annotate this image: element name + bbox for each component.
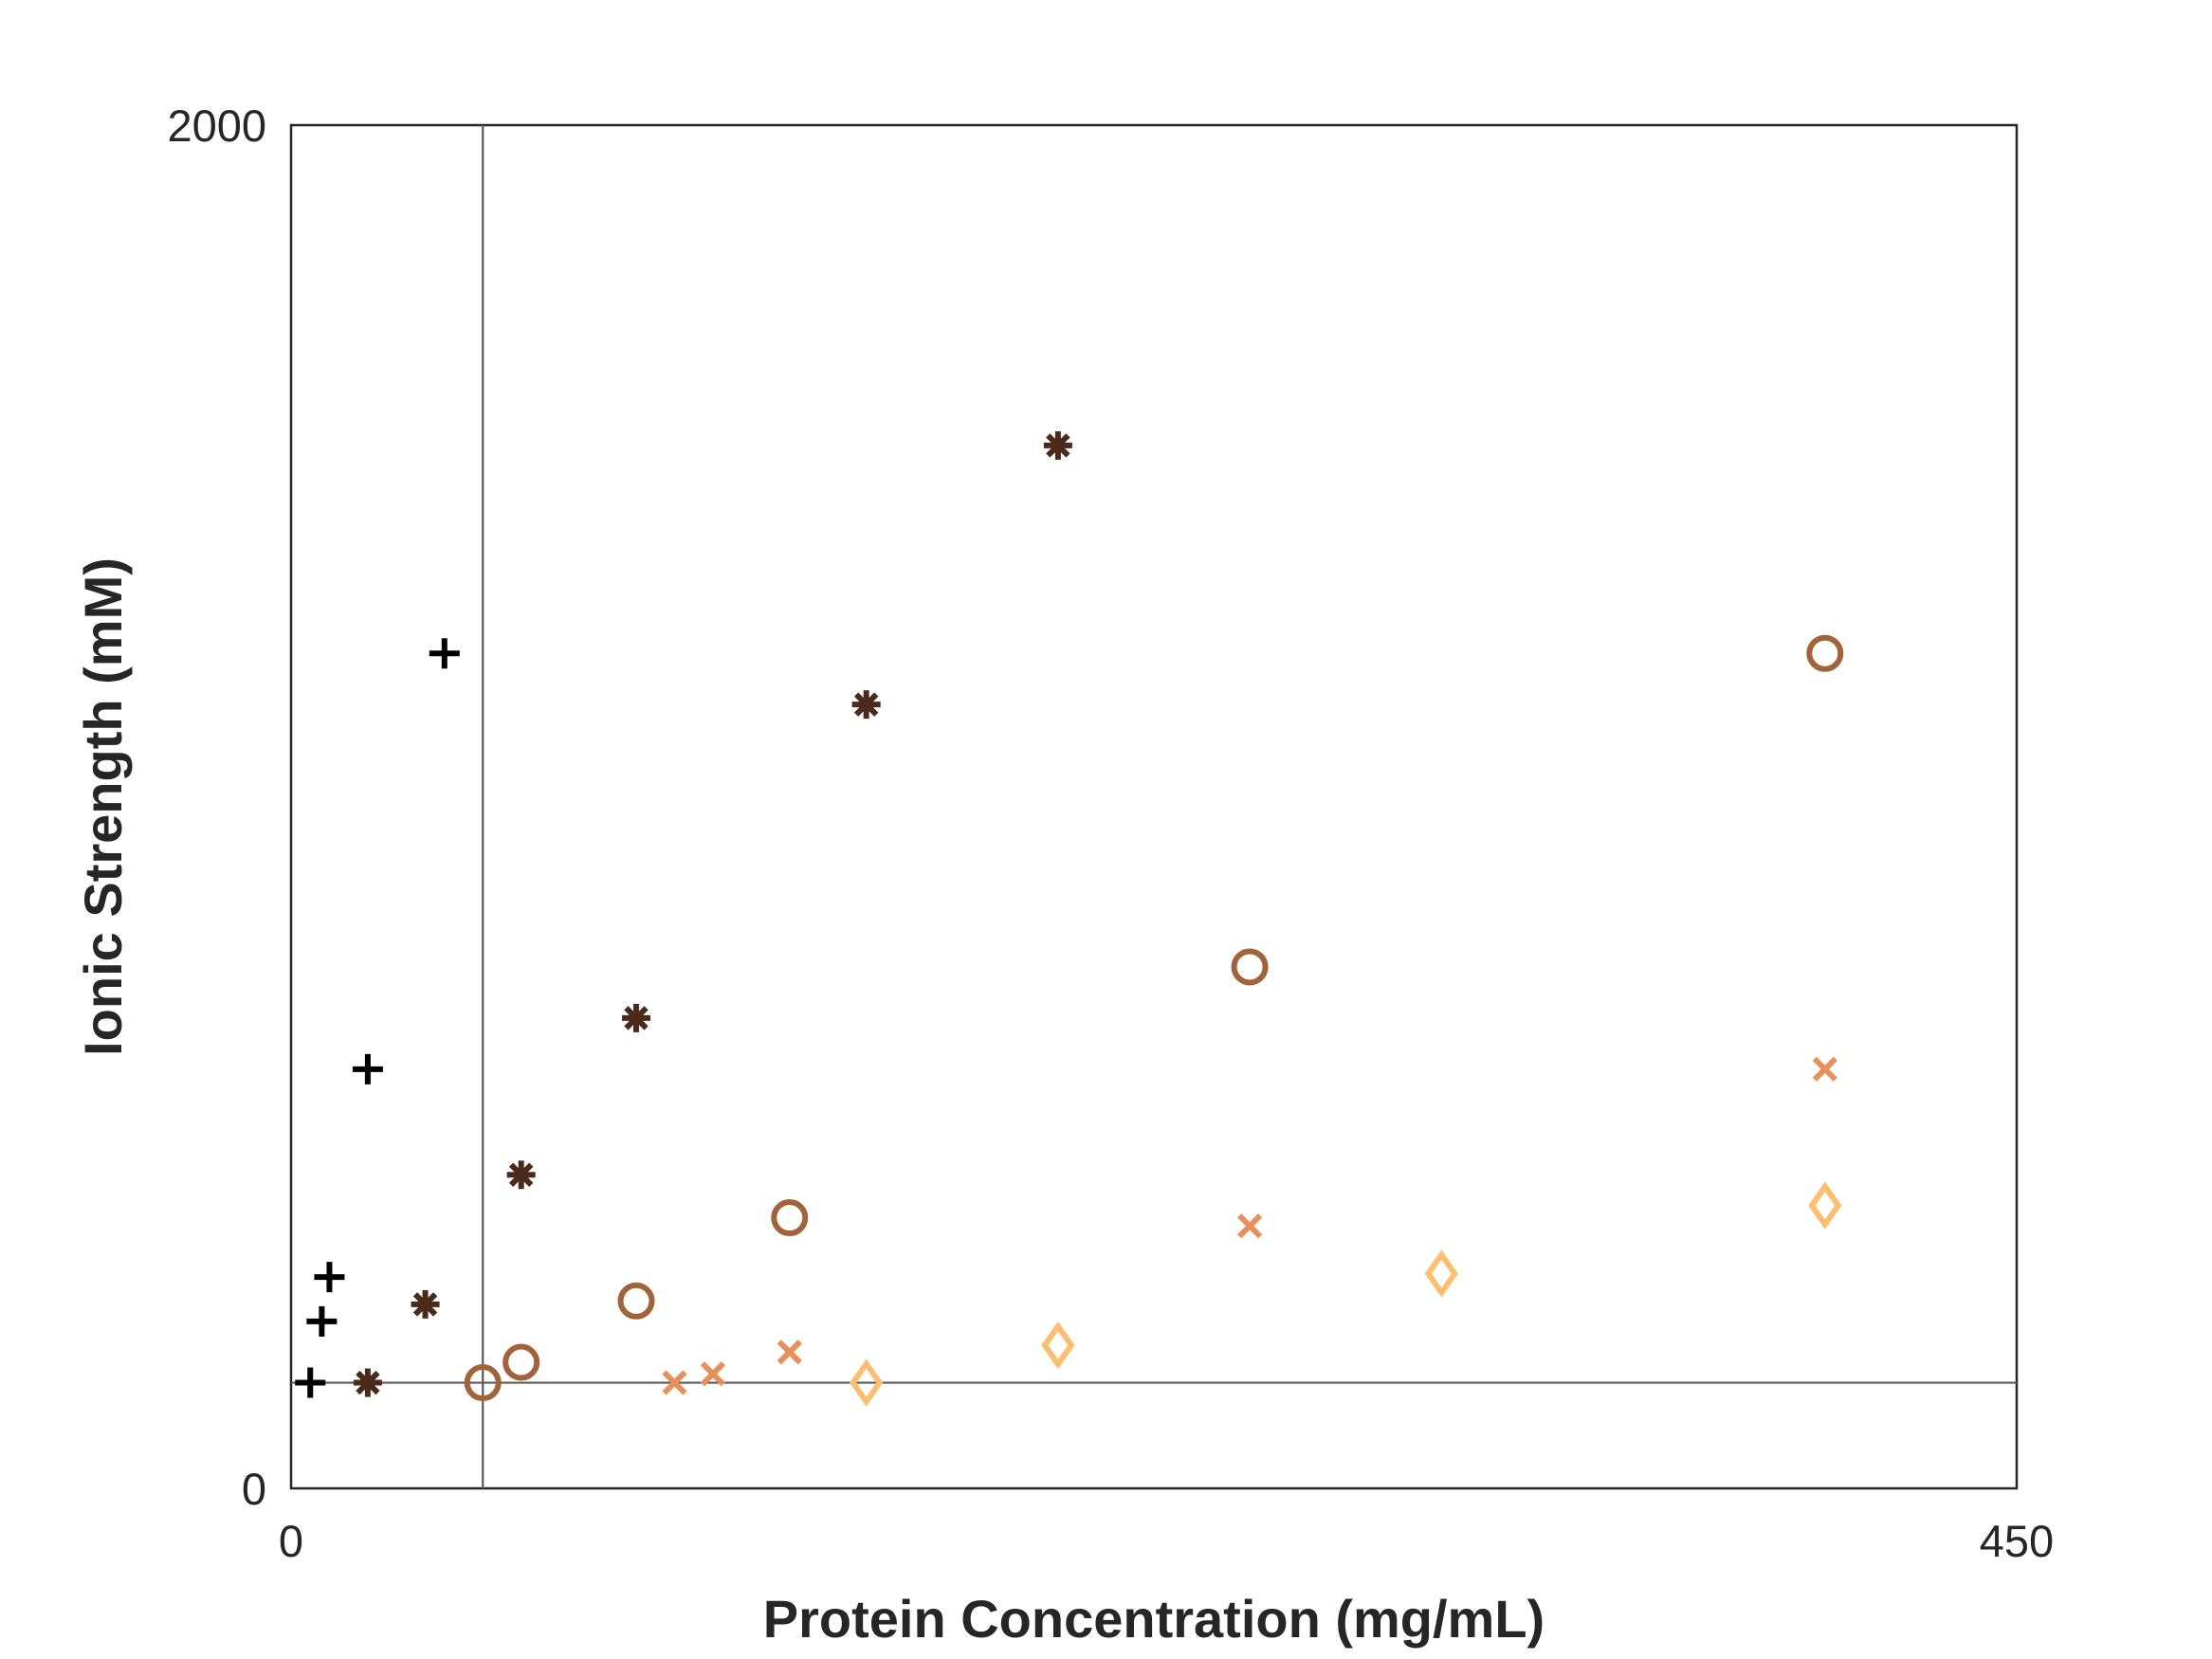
asterisk-marker	[851, 690, 881, 720]
plot-area	[289, 123, 2019, 1490]
tick-labels: 0 450 0 2000	[167, 100, 2054, 1566]
data-points	[295, 430, 1844, 1407]
x-marker	[1236, 1213, 1263, 1239]
asterisk-marker	[411, 1289, 440, 1319]
circle-marker	[771, 1199, 809, 1237]
x-marker	[700, 1361, 726, 1387]
y-tick-label: 2000	[167, 100, 266, 151]
diamond-marker	[1808, 1181, 1842, 1230]
plus-marker	[352, 1053, 383, 1085]
circle-marker	[503, 1343, 540, 1381]
circle-marker	[1231, 948, 1269, 986]
asterisk-marker	[506, 1160, 536, 1190]
x-marker	[777, 1340, 802, 1365]
x-marker	[1812, 1056, 1837, 1082]
x-axis-title: Protein Concentration (mg/mL)	[763, 1589, 1545, 1649]
diamond-marker	[850, 1358, 884, 1407]
plot-frame	[289, 123, 2019, 1490]
circle-marker	[617, 1282, 655, 1320]
diamond-marker	[1424, 1249, 1458, 1298]
x-marker	[662, 1370, 687, 1395]
asterisk-marker	[622, 1003, 650, 1032]
asterisk-marker	[1043, 430, 1072, 460]
reference-lines	[291, 125, 2017, 1488]
x-tick-label: 0	[279, 1516, 303, 1566]
plus-marker	[429, 638, 460, 669]
diamond-marker	[1041, 1321, 1075, 1370]
circle-marker	[1806, 634, 1844, 672]
plus-marker	[314, 1262, 345, 1293]
y-tick-label: 0	[242, 1464, 266, 1514]
plus-marker	[295, 1367, 326, 1398]
circle-marker	[464, 1364, 502, 1402]
y-axis-title: Ionic Strength (mM)	[73, 557, 133, 1056]
x-tick-label: 450	[1980, 1516, 2054, 1566]
plus-marker	[306, 1305, 338, 1337]
asterisk-marker	[353, 1368, 382, 1397]
